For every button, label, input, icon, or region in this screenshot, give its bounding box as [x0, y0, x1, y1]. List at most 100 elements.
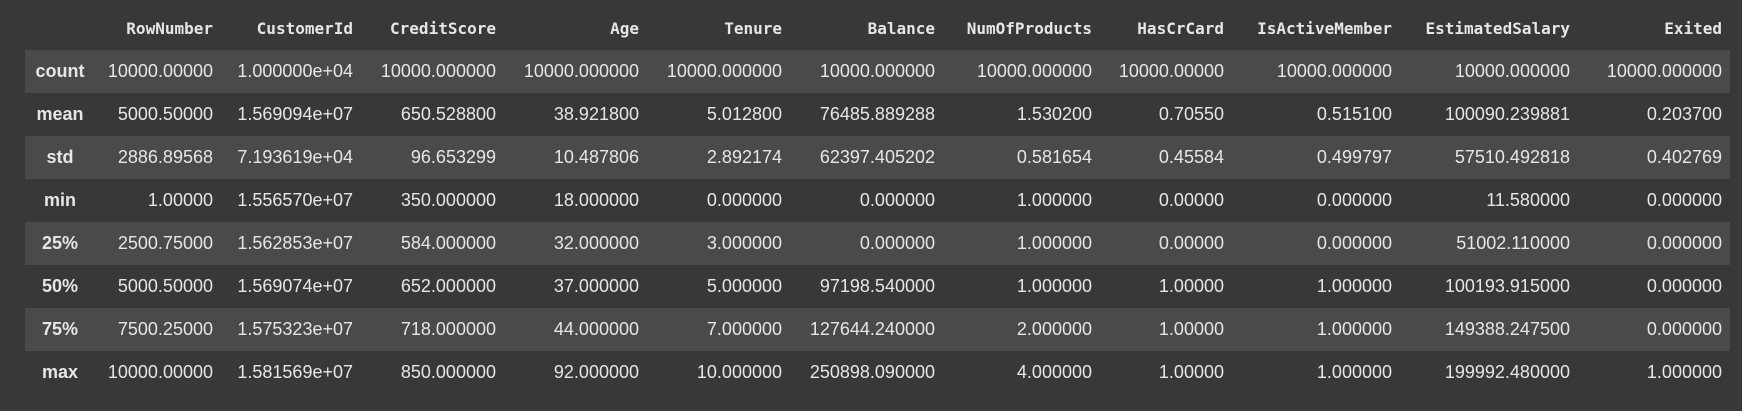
table-cell: 1.569074e+07 — [237, 276, 353, 296]
table-cell: 0.00000 — [1158, 190, 1224, 210]
table-cell: 11.580000 — [1486, 190, 1570, 210]
table-cell: 127644.240000 — [809, 319, 935, 339]
table-cell: 10000.000000 — [819, 61, 935, 81]
table-cell: 0.45584 — [1158, 147, 1224, 167]
describe-table-container: RowNumber CustomerId CreditScore Age Tenure B… — [25, 7, 1730, 394]
table-cell: 97198.540000 — [819, 276, 935, 296]
table-cell: 18.000000 — [553, 190, 639, 210]
table-cell: 1.00000 — [1158, 319, 1224, 339]
table-cell: 10000.000000 — [1276, 61, 1392, 81]
row-label: 50% — [41, 276, 79, 296]
row-label: mean — [36, 104, 84, 124]
table-cell: 1.000000 — [1016, 276, 1092, 296]
table-cell: 51002.110000 — [1456, 233, 1570, 253]
table-header: RowNumber CustomerId CreditScore Age Tenure B… — [25, 7, 1730, 50]
column-header: IsActiveMember — [1257, 19, 1392, 38]
column-header: Tenure — [724, 19, 782, 38]
table-cell: 37.000000 — [553, 276, 639, 296]
table-cell: 1.000000e+04 — [237, 61, 353, 81]
table-cell: 100193.915000 — [1444, 276, 1570, 296]
table-cell: 7500.25000 — [117, 319, 213, 339]
table-cell: 2886.89568 — [117, 147, 213, 167]
table-cell: 0.00000 — [1158, 233, 1224, 253]
index-header — [25, 7, 95, 50]
table-cell: 32.000000 — [553, 233, 639, 253]
table-row: 50% 5000.50000 1.569074e+07 652.000000 37.00… — [25, 265, 1730, 308]
table-cell: 0.000000 — [706, 190, 782, 210]
table-cell: 1.569094e+07 — [237, 104, 353, 124]
table-cell: 10000.000000 — [1454, 61, 1570, 81]
table-cell: 0.000000 — [859, 233, 935, 253]
table-cell: 10.000000 — [696, 362, 782, 382]
table-cell: 10000.000000 — [1606, 61, 1722, 81]
table-cell: 10000.00000 — [107, 362, 213, 382]
column-header: Exited — [1664, 19, 1722, 38]
table-row: 25% 2500.75000 1.562853e+07 584.000000 32.00… — [25, 222, 1730, 265]
table-cell: 149388.247500 — [1444, 319, 1570, 339]
table-cell: 850.000000 — [400, 362, 496, 382]
table-cell: 7.193619e+04 — [237, 147, 353, 167]
table-row: std 2886.89568 7.193619e+04 96.653299 10.487… — [25, 136, 1730, 179]
table-cell: 1.000000 — [1316, 362, 1392, 382]
table-cell: 0.000000 — [1646, 276, 1722, 296]
table-cell: 62397.405202 — [819, 147, 935, 167]
row-label: std — [46, 147, 74, 167]
table-cell: 2.892174 — [706, 147, 782, 167]
column-header: HasCrCard — [1137, 19, 1224, 38]
table-cell: 0.000000 — [859, 190, 935, 210]
table-cell: 1.575323e+07 — [237, 319, 353, 339]
table-cell: 1.530200 — [1016, 104, 1092, 124]
table-cell: 0.000000 — [1316, 190, 1392, 210]
table-cell: 1.000000 — [1646, 362, 1722, 382]
column-header: NumOfProducts — [966, 19, 1092, 38]
table-cell: 5000.50000 — [117, 276, 213, 296]
table-cell: 250898.090000 — [809, 362, 935, 382]
table-body: count 10000.00000 1.000000e+04 10000.000000… — [25, 50, 1730, 394]
table-cell: 1.562853e+07 — [237, 233, 353, 253]
table-cell: 350.000000 — [400, 190, 496, 210]
table-cell: 10000.000000 — [666, 61, 782, 81]
table-cell: 1.000000 — [1016, 190, 1092, 210]
row-label: count — [35, 61, 85, 81]
table-cell: 1.00000 — [147, 190, 213, 210]
table-cell: 1.581569e+07 — [237, 362, 353, 382]
table-cell: 652.000000 — [400, 276, 496, 296]
table-cell: 2500.75000 — [117, 233, 213, 253]
table-cell: 2.000000 — [1016, 319, 1092, 339]
table-cell: 7.000000 — [706, 319, 782, 339]
table-cell: 10000.00000 — [107, 61, 213, 81]
table-row: count 10000.00000 1.000000e+04 10000.000000… — [25, 50, 1730, 93]
table-cell: 1.000000 — [1316, 319, 1392, 339]
column-header: RowNumber — [126, 19, 213, 38]
table-cell: 10000.000000 — [976, 61, 1092, 81]
table-cell: 1.00000 — [1158, 362, 1224, 382]
table-row: 75% 7500.25000 1.575323e+07 718.000000 44.00… — [25, 308, 1730, 351]
table-cell: 92.000000 — [553, 362, 639, 382]
table-cell: 199992.480000 — [1444, 362, 1570, 382]
table-cell: 44.000000 — [553, 319, 639, 339]
column-header: CustomerId — [256, 19, 353, 38]
table-cell: 0.000000 — [1646, 319, 1722, 339]
table-cell: 1.000000 — [1316, 276, 1392, 296]
table-cell: 1.556570e+07 — [237, 190, 353, 210]
table-cell: 0.581654 — [1016, 147, 1092, 167]
table-cell: 0.203700 — [1646, 104, 1722, 124]
column-header: Age — [610, 19, 639, 38]
table-cell: 0.70550 — [1158, 104, 1224, 124]
table-row: min 1.00000 1.556570e+07 350.000000 18.00000… — [25, 179, 1730, 222]
table-cell: 0.000000 — [1646, 190, 1722, 210]
table-cell: 650.528800 — [400, 104, 496, 124]
table-row: mean 5000.50000 1.569094e+07 650.528800 38.9… — [25, 93, 1730, 136]
table-cell: 0.499797 — [1316, 147, 1392, 167]
table-cell: 1.00000 — [1158, 276, 1224, 296]
table-cell: 0.000000 — [1316, 233, 1392, 253]
table-cell: 1.000000 — [1016, 233, 1092, 253]
table-cell: 0.000000 — [1646, 233, 1722, 253]
table-cell: 584.000000 — [400, 233, 496, 253]
describe-table: RowNumber CustomerId CreditScore Age Tenure B… — [25, 7, 1730, 394]
row-label: 25% — [41, 233, 79, 253]
table-cell: 0.402769 — [1646, 147, 1722, 167]
header-row: RowNumber CustomerId CreditScore Age Tenure B… — [25, 7, 1730, 50]
row-label: max — [41, 362, 79, 382]
table-cell: 5000.50000 — [117, 104, 213, 124]
